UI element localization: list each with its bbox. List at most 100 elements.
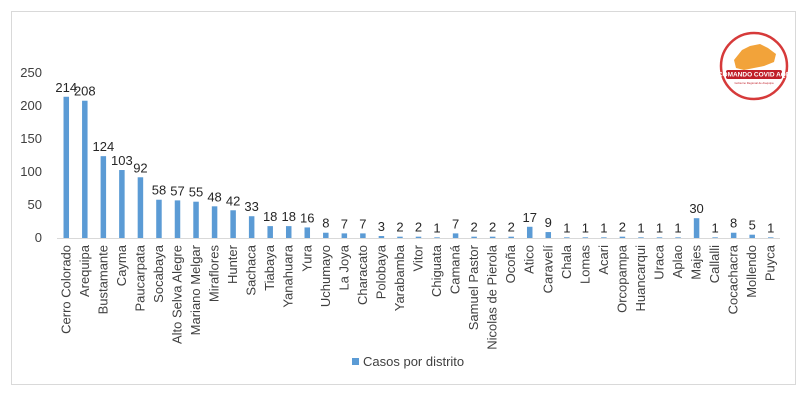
bar <box>100 156 107 238</box>
bar <box>323 232 329 238</box>
bar <box>712 237 718 239</box>
bar <box>156 199 162 238</box>
y-tick-label: 100 <box>20 164 42 179</box>
data-label: 1 <box>637 220 644 235</box>
data-label: 30 <box>689 201 703 216</box>
data-label: 2 <box>489 220 496 235</box>
bar <box>248 216 255 238</box>
bar <box>545 232 552 238</box>
data-label: 2 <box>415 220 422 235</box>
data-label: 1 <box>656 220 663 235</box>
category-label: Ocoña <box>503 244 518 283</box>
category-label: Puyca <box>763 244 778 281</box>
data-label: 57 <box>170 183 184 198</box>
category-label: La Joya <box>336 244 351 290</box>
data-label: 92 <box>133 160 147 175</box>
bar <box>471 236 477 238</box>
data-label: 3 <box>378 219 385 234</box>
data-label: 7 <box>341 216 348 231</box>
y-tick-label: 200 <box>20 98 42 113</box>
category-label: Aplao <box>670 245 685 278</box>
bar <box>211 206 218 238</box>
arequipa-map-icon <box>734 44 776 70</box>
bar <box>397 236 403 238</box>
data-label: 18 <box>281 209 295 224</box>
data-label: 8 <box>322 216 329 231</box>
data-label: 18 <box>263 209 277 224</box>
bar <box>526 226 533 238</box>
category-label: Yura <box>299 244 314 272</box>
category-label: Acari <box>596 245 611 275</box>
category-label: Majes <box>689 245 704 280</box>
comando-covid-logo: COMANDO COVID AQP Gobierno Regional de A… <box>718 31 791 101</box>
data-label: 55 <box>189 185 203 200</box>
category-label: Paucarpata <box>132 244 147 311</box>
bar <box>489 236 496 238</box>
bar <box>119 170 125 238</box>
data-label: 1 <box>767 220 774 235</box>
data-label: 1 <box>674 220 681 235</box>
bar <box>360 233 366 238</box>
bar <box>267 226 273 238</box>
y-tick-label: 250 <box>20 65 42 80</box>
category-label: Socabaya <box>151 244 166 303</box>
logo-subtitle: Gobierno Regional de Arequipa <box>734 81 773 85</box>
data-label: 33 <box>244 199 258 214</box>
bar <box>230 210 236 238</box>
bar <box>675 237 681 239</box>
category-label: Yanahuara <box>281 244 296 307</box>
data-label: 9 <box>545 215 552 230</box>
category-label: Alto Selva Alegre <box>170 245 185 344</box>
data-label: 2 <box>396 220 403 235</box>
category-label: Chala <box>559 244 574 279</box>
category-label: Uraca <box>652 244 667 279</box>
bar <box>415 236 422 238</box>
bar <box>730 232 737 238</box>
bar <box>137 177 144 238</box>
bar <box>378 236 385 238</box>
category-label: Lomas <box>577 245 592 285</box>
data-label: 1 <box>563 220 570 235</box>
legend-swatch <box>352 358 359 365</box>
data-label: 7 <box>452 216 459 231</box>
y-tick-label: 150 <box>20 131 42 146</box>
bar <box>452 233 459 238</box>
category-label: Orcopampa <box>614 244 629 313</box>
bar <box>285 226 292 238</box>
category-label: Atico <box>522 245 537 274</box>
data-label: 1 <box>711 220 718 235</box>
data-label: 1 <box>582 220 589 235</box>
bar <box>619 236 626 238</box>
category-label: Characato <box>355 245 370 305</box>
category-label: Chiguata <box>429 244 444 297</box>
data-label: 5 <box>749 218 756 233</box>
category-label: Nicolas de Pierola <box>485 244 500 350</box>
legend-label: Casos por distrito <box>363 354 464 369</box>
bar <box>601 237 607 239</box>
y-tick-label: 0 <box>35 230 42 245</box>
category-label: Yarabamba <box>392 244 407 311</box>
category-label: Polobaya <box>373 244 388 299</box>
bar <box>508 236 514 238</box>
category-label: Miraflores <box>207 245 222 303</box>
chart-frame: 0 50 100 150 200 250 214 208 124 103 92 58 57 55 48 42… <box>11 11 796 385</box>
category-label: Uchumayo <box>318 245 333 307</box>
data-label: 7 <box>359 216 366 231</box>
category-labels: Cerro Colorado Arequipa Bustamante Cayma Pau… <box>58 244 777 350</box>
data-label: 214 <box>55 80 77 95</box>
category-label: Caravelí <box>540 245 555 294</box>
bar <box>582 237 589 239</box>
bar <box>564 237 570 239</box>
data-label: 48 <box>207 189 221 204</box>
bar <box>749 234 755 238</box>
legend: Casos por distrito <box>352 354 464 369</box>
data-label: 2 <box>470 220 477 235</box>
bars <box>63 96 774 239</box>
category-label: Bustamante <box>95 245 110 314</box>
data-label: 1 <box>600 220 607 235</box>
category-label: Arequipa <box>77 244 92 297</box>
bar <box>82 100 88 238</box>
category-label: Samuel Pastor <box>466 244 481 330</box>
category-label: Tiabaya <box>262 244 277 291</box>
